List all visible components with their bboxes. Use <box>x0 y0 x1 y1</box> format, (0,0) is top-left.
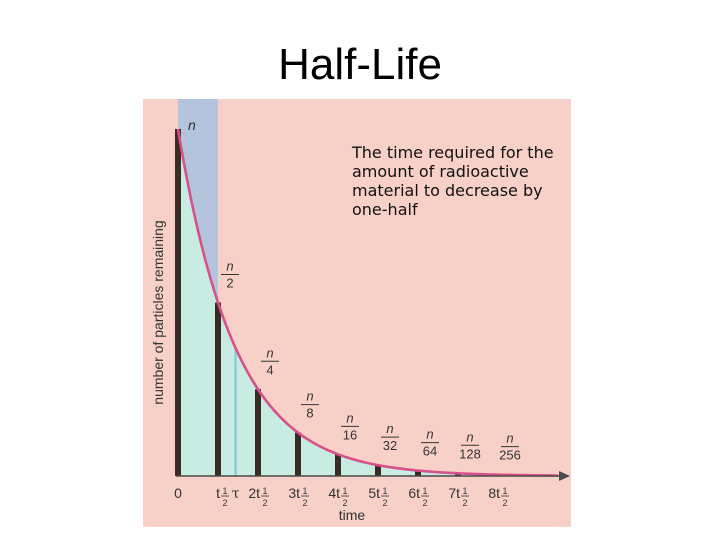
x-tick-label: 8t 1 2 <box>488 485 509 508</box>
x-tick-label-text: 2t <box>248 485 260 501</box>
top-label: n <box>188 117 196 133</box>
x-tick-label: 3t 1 2 <box>288 485 309 508</box>
bar <box>375 465 381 476</box>
x-tick-label: 0 <box>174 485 182 501</box>
y-axis-label: number of particles remaining <box>150 220 166 404</box>
bar-label-numerator: n <box>386 421 393 436</box>
x-tick-subscript-numerator: 1 <box>302 486 307 496</box>
x-tick-subscript-denominator: 2 <box>422 498 427 508</box>
bar <box>415 470 421 476</box>
tau-label: τ <box>232 486 240 502</box>
decay-chart: n n 2 n 4 n 8 n 16 n 32 n 64 n 128 n 256 number of partic… <box>143 99 571 527</box>
bar-label-denominator: 32 <box>383 438 397 453</box>
x-tick-label: 7t 1 2 <box>448 485 469 508</box>
x-tick-subscript-denominator: 2 <box>222 498 227 508</box>
half-life-figure: n n 2 n 4 n 8 n 16 n 32 n 64 n 128 n 256 number of partic… <box>143 99 571 527</box>
bar <box>215 302 221 476</box>
bar-label-denominator: 4 <box>266 362 273 377</box>
x-tick-subscript-denominator: 2 <box>382 498 387 508</box>
x-tick-label-text: 8t <box>488 485 500 501</box>
x-tick-label-text: 5t <box>368 485 380 501</box>
bar <box>335 454 341 476</box>
x-tick-subscript-numerator: 1 <box>342 486 347 496</box>
bar <box>295 432 301 476</box>
x-tick-subscript-numerator: 1 <box>222 486 227 496</box>
slide-title: Half-Life <box>278 40 442 89</box>
x-tick-label-text: 6t <box>408 485 420 501</box>
definition-text: The time required for the amount of radi… <box>352 143 554 219</box>
bar-label-numerator: n <box>506 431 513 446</box>
x-tick-subscript-denominator: 2 <box>462 498 467 508</box>
bar-label-numerator: n <box>226 259 233 274</box>
bar-label-denominator: 64 <box>423 444 437 459</box>
bar-label-denominator: 256 <box>499 448 521 463</box>
x-tick-subscript-denominator: 2 <box>502 498 507 508</box>
bar-label-numerator: n <box>266 345 273 360</box>
bar <box>255 389 261 476</box>
x-tick-subscript-numerator: 1 <box>502 486 507 496</box>
x-tick-subscript-numerator: 1 <box>382 486 387 496</box>
bar-label-denominator: 8 <box>306 406 313 421</box>
bar-label-numerator: n <box>426 427 433 442</box>
x-tick-label-text: 3t <box>288 485 300 501</box>
x-tick-label-text: 7t <box>448 485 460 501</box>
x-tick-subscript-denominator: 2 <box>342 498 347 508</box>
x-tick-label: t 1 2 <box>216 485 229 508</box>
x-tick-label: 6t 1 2 <box>408 485 429 508</box>
x-axis-arrow <box>559 471 570 481</box>
x-tick-subscript-denominator: 2 <box>302 498 307 508</box>
bar-label-denominator: 2 <box>226 276 233 291</box>
bar <box>455 473 461 476</box>
x-tick-label-text: 4t <box>328 485 340 501</box>
bar-label-numerator: n <box>466 429 473 444</box>
x-tick-label-text: t <box>216 485 220 501</box>
bar-label-numerator: n <box>346 410 353 425</box>
x-tick-subscript-numerator: 1 <box>262 486 267 496</box>
x-tick-subscript-numerator: 1 <box>462 486 467 496</box>
bar-label-denominator: 128 <box>459 446 481 461</box>
x-tick-subscript-numerator: 1 <box>422 486 427 496</box>
x-tick-label: 4t 1 2 <box>328 485 349 508</box>
x-axis-label: time <box>339 507 366 523</box>
bar <box>175 129 181 476</box>
x-tick-label: 2t 1 2 <box>248 485 269 508</box>
bar-label-denominator: 16 <box>343 427 357 442</box>
x-tick-label: 5t 1 2 <box>368 485 389 508</box>
bar-label-numerator: n <box>306 389 313 404</box>
decay-curve <box>176 128 559 477</box>
x-tick-subscript-denominator: 2 <box>262 498 267 508</box>
